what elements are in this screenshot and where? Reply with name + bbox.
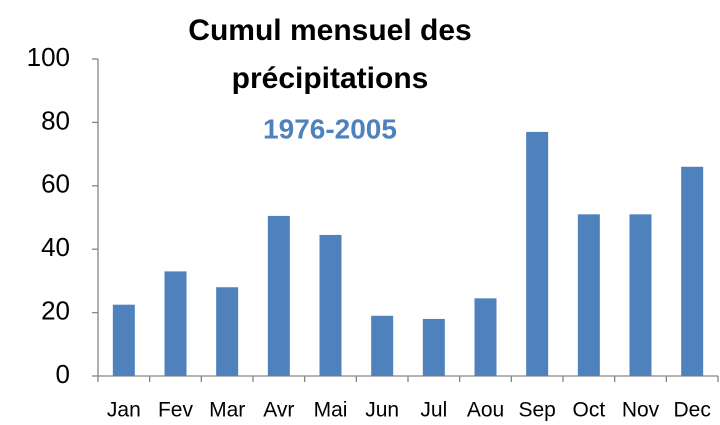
- x-tick-label: Fev: [158, 399, 194, 422]
- bar: [629, 214, 652, 376]
- bar: [164, 271, 187, 376]
- x-tick-label: Nov: [622, 399, 660, 422]
- y-tick-label: 60: [41, 169, 70, 199]
- bar: [577, 214, 600, 376]
- bar: [267, 215, 290, 376]
- x-tick-label: Jun: [365, 399, 399, 422]
- bar: [474, 298, 497, 376]
- chart-subtitle: 1976-2005: [263, 113, 397, 144]
- chart-title: précipitations: [232, 62, 429, 95]
- bar: [422, 318, 445, 376]
- x-tick-label: Oct: [572, 399, 605, 422]
- bar: [112, 304, 135, 376]
- chart-title: Cumul mensuel des: [188, 14, 471, 47]
- x-tick-label: Sep: [518, 399, 555, 422]
- x-tick-label: Mar: [209, 399, 245, 422]
- y-tick-label: 20: [41, 295, 70, 325]
- x-tick-label: Jan: [107, 399, 141, 422]
- y-tick-label: 40: [41, 232, 70, 262]
- x-tick-label: Avr: [263, 399, 294, 422]
- x-tick-label: Aou: [467, 399, 504, 422]
- bar: [216, 287, 239, 376]
- y-tick-label: 100: [27, 42, 70, 72]
- bar: [681, 166, 704, 376]
- bar: [371, 315, 394, 376]
- y-tick-label: 80: [41, 105, 70, 135]
- x-tick-label: Mai: [314, 399, 348, 422]
- x-tick-label: Jul: [420, 399, 447, 422]
- y-tick-label: 0: [56, 359, 70, 389]
- bar: [526, 131, 549, 376]
- bar: [319, 234, 342, 376]
- x-tick-label: Dec: [673, 399, 710, 422]
